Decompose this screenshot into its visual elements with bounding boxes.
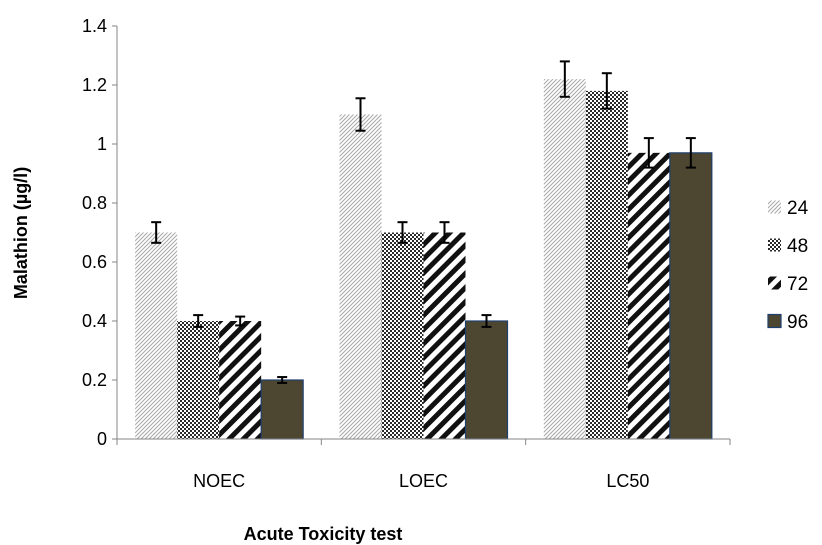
y-axis-title: Malathion (µg/l)	[11, 167, 31, 299]
error-bar-24-LC50	[559, 60, 570, 98]
x-tick-label: NOEC	[193, 471, 245, 491]
bar-24-LOEC	[339, 114, 382, 439]
error-bar-24-LOEC	[355, 97, 366, 132]
bar-48-LC50	[585, 90, 628, 440]
legend-swatch-72	[768, 276, 781, 290]
bar-24-NOEC	[135, 232, 178, 439]
plot-area	[135, 60, 713, 440]
y-tick-label: 0.6	[82, 252, 107, 272]
bar-48-LOEC	[381, 232, 424, 439]
y-tick-label: 1.4	[82, 16, 107, 36]
error-bar-48-LOEC	[397, 221, 408, 244]
y-tick-label: 0.4	[82, 311, 107, 331]
error-bar-96-LC50	[685, 137, 696, 169]
x-tick-label: LC50	[606, 471, 649, 491]
error-bar-72-LOEC	[439, 221, 450, 244]
y-tick-label: 0.2	[82, 370, 107, 390]
error-bar-24-NOEC	[151, 221, 162, 244]
legend-label-72: 72	[787, 274, 808, 295]
axes: 0 0.2 0.4 0.6 0.8 1 1.2 1.4 NOEC LOEC LC50	[82, 16, 731, 491]
y-tick-label: 0	[97, 429, 107, 449]
legend-swatch-48	[768, 238, 781, 252]
bar-72-LC50	[627, 152, 670, 439]
bar-72-LOEC	[423, 232, 466, 439]
y-tick-label: 0.8	[82, 193, 107, 213]
x-tick-label: LOEC	[399, 471, 448, 491]
legend-swatch-96	[767, 313, 782, 329]
legend-swatch-24	[768, 200, 781, 214]
error-bar-72-NOEC	[235, 315, 246, 327]
y-tick-label: 1	[97, 134, 107, 154]
error-bar-96-LOEC	[481, 314, 492, 328]
error-bar-48-NOEC	[193, 314, 204, 328]
legend-label-96: 96	[787, 312, 808, 333]
error-bar-48-LC50	[601, 72, 612, 110]
legend-label-24: 24	[787, 198, 809, 219]
bar-72-NOEC	[219, 321, 262, 439]
bar-96-LC50	[669, 152, 713, 440]
y-tick-label: 1.2	[82, 75, 107, 95]
legend-label-48: 48	[787, 236, 808, 257]
error-bar-96-NOEC	[277, 376, 288, 384]
error-bar-72-LC50	[643, 137, 654, 169]
x-axis-title: Acute Toxicity test	[244, 524, 403, 544]
bar-24-LC50	[543, 79, 586, 439]
bar-96-LOEC	[464, 320, 509, 440]
bar-48-NOEC	[177, 321, 220, 439]
bar-96-NOEC	[260, 379, 304, 440]
legend: 24 48 72 96	[767, 198, 809, 333]
